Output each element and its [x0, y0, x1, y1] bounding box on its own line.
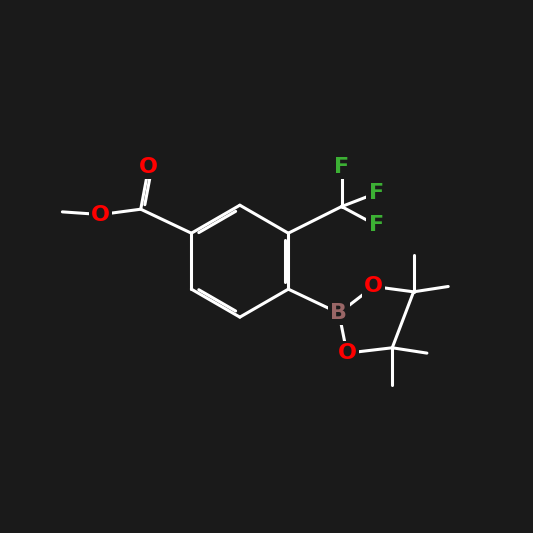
- Text: O: O: [364, 277, 383, 296]
- Text: O: O: [337, 343, 357, 363]
- Text: O: O: [139, 157, 158, 176]
- Text: O: O: [91, 205, 110, 224]
- Text: F: F: [369, 183, 384, 203]
- Text: B: B: [330, 303, 348, 323]
- Text: F: F: [369, 215, 384, 235]
- Text: F: F: [334, 157, 349, 176]
